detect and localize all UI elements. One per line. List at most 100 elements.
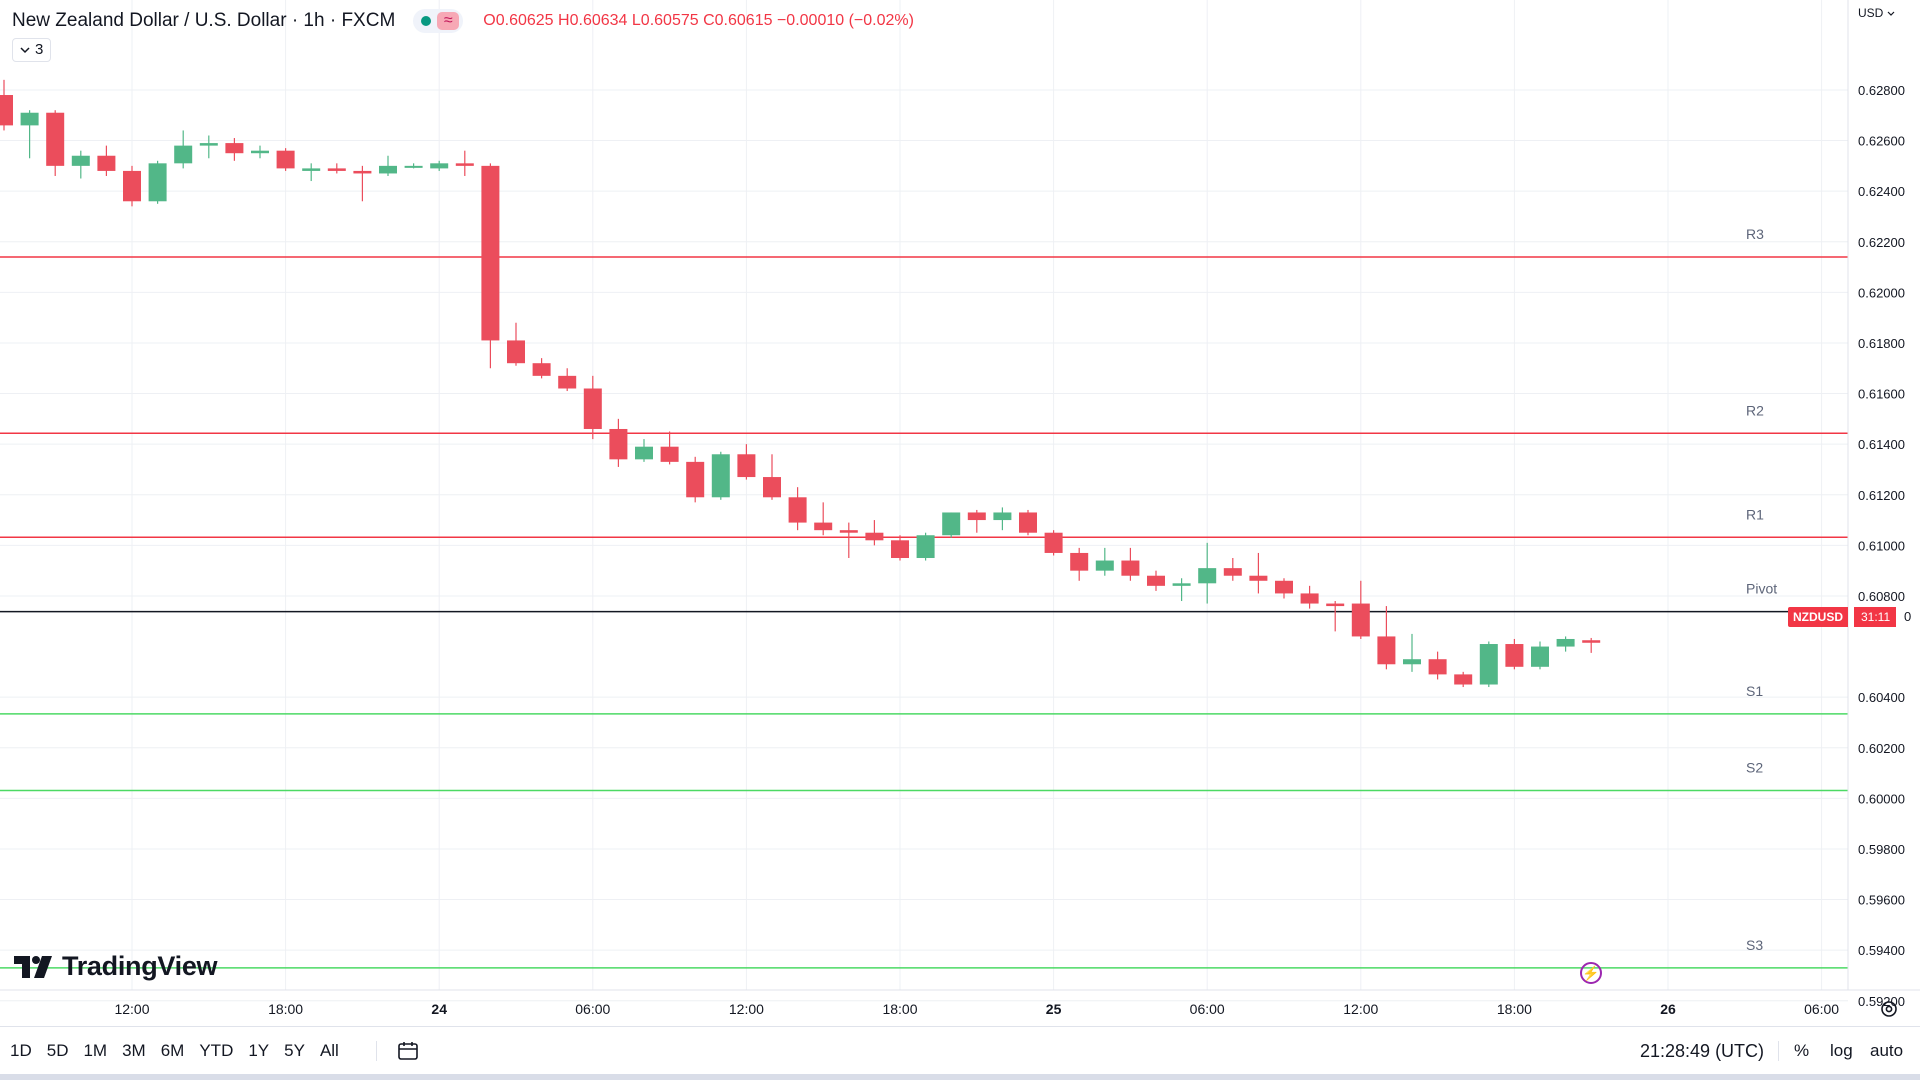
close-label: C: [703, 12, 715, 29]
price-tick-label: 0.60400: [1858, 690, 1905, 705]
candle-body: [353, 170, 372, 174]
level-label-r3: R3: [1746, 226, 1764, 242]
timeframe-list: 1D 5D 1M 3M 6M YTD 1Y 5Y All: [10, 1027, 354, 1075]
level-label-s2: S2: [1746, 760, 1763, 776]
price-tick-label: 0.62400: [1858, 184, 1905, 199]
candle-body: [1070, 552, 1089, 571]
candle-body: [1377, 636, 1396, 665]
change-value: −0.00010 (−0.02%): [776, 12, 914, 29]
currency-selector[interactable]: USD: [1858, 6, 1895, 20]
candle-body: [763, 477, 781, 498]
low-label: L: [631, 12, 641, 29]
price-tick-label: 0.62600: [1858, 134, 1905, 149]
tradingview-logo-icon: [14, 955, 52, 978]
toolbar-divider: [376, 1041, 377, 1061]
candles-layer: [0, 79, 1601, 688]
candle-body: [1198, 568, 1217, 584]
candle-body: [993, 512, 1012, 521]
candle-body: [916, 535, 935, 559]
utc-clock[interactable]: 21:28:49 (UTC): [1640, 1041, 1765, 1061]
candle-body: [1300, 593, 1319, 604]
candle-body: [507, 340, 525, 364]
date-range-icon[interactable]: [396, 1039, 420, 1063]
symbol-price-label: NZDUSD: [1788, 607, 1848, 627]
candle-body: [609, 428, 628, 460]
candle-body: [379, 165, 397, 174]
price-tick-label: 0.59600: [1858, 893, 1905, 908]
settings-gear-icon[interactable]: [1878, 998, 1900, 1020]
percent-scale-toggle[interactable]: %: [1794, 1041, 1810, 1060]
timeframe-button[interactable]: 5D: [46, 1041, 69, 1060]
candle-body: [1326, 603, 1345, 607]
candle-body: [660, 446, 679, 462]
price-tick-label: 0.61800: [1858, 336, 1905, 351]
candle-body: [1095, 560, 1114, 571]
price-tick-label: 0.61400: [1858, 437, 1905, 452]
candle-body: [839, 530, 858, 533]
price-tick-label: 0.61200: [1858, 488, 1905, 503]
indicator-count: 3: [35, 41, 44, 58]
candle-body: [174, 145, 193, 164]
tradingview-logo[interactable]: TradingView: [14, 951, 218, 982]
timeframe-button[interactable]: 5Y: [284, 1041, 305, 1060]
price-tick-label: 0.59800: [1858, 842, 1905, 857]
candle-body: [583, 388, 602, 429]
timeframe-button[interactable]: YTD: [199, 1041, 234, 1060]
auto-scale-toggle[interactable]: auto: [1870, 1041, 1904, 1060]
candle-body: [942, 512, 961, 536]
candle-body: [1582, 640, 1601, 643]
chevron-down-icon: [20, 47, 30, 54]
tradingview-wordmark: TradingView: [62, 951, 218, 981]
symbol-header[interactable]: New Zealand Dollar / U.S. Dollar · 1h · …: [12, 8, 914, 34]
candle-body: [481, 165, 500, 341]
price-tick-label: 0.60000: [1858, 791, 1905, 806]
candle-body: [455, 163, 474, 166]
ohlc-values: O0.60625 H0.60634 L0.60575 C0.60615 −0.0…: [483, 12, 914, 30]
candle-body: [404, 165, 423, 168]
level-label-r1: R1: [1746, 506, 1764, 522]
time-tick-label: 26: [1660, 1001, 1676, 1017]
log-scale-toggle[interactable]: log: [1830, 1041, 1853, 1060]
symbol-title[interactable]: New Zealand Dollar / U.S. Dollar · 1h · …: [12, 10, 396, 31]
price-axis[interactable]: 0.62800 0.62600 0.62400 0.62200 0.62000 0.618…: [1858, 83, 1905, 1009]
candle-body: [635, 446, 653, 460]
market-open-dot-icon: [421, 16, 432, 26]
price-tick-label: 0.62200: [1858, 235, 1905, 250]
timeframe-button[interactable]: 6M: [160, 1041, 185, 1060]
time-tick-label: 25: [1046, 1001, 1062, 1017]
time-axis[interactable]: 12:00 18:00 24 06:00 12:00 18:00 25 06:00 12:00 1…: [114, 1001, 1839, 1017]
timeframe-button[interactable]: 1Y: [248, 1041, 270, 1060]
toolbar-divider: [1778, 1041, 1779, 1061]
lightning-icon[interactable]: ⚡: [1580, 962, 1602, 984]
candle-body: [1147, 575, 1165, 586]
timeframe-button[interactable]: 1M: [83, 1041, 108, 1060]
price-tick-label: 0.59400: [1858, 943, 1905, 958]
candle-body: [430, 163, 449, 169]
candle-body: [1403, 659, 1421, 665]
candle-body: [686, 461, 705, 498]
candle-body: [1454, 674, 1473, 685]
time-tick-label: 12:00: [114, 1001, 149, 1017]
timeframe-button[interactable]: 1D: [10, 1041, 32, 1060]
timeframe-button[interactable]: All: [319, 1041, 339, 1060]
timeframe-button[interactable]: 3M: [122, 1041, 146, 1060]
price-tick-label: 0.61600: [1858, 387, 1905, 402]
indicators-toggle-button[interactable]: 3: [12, 38, 52, 62]
current-price-tail: 0: [1904, 609, 1912, 624]
open-label: O: [483, 12, 496, 29]
time-tick-label: 24: [431, 1001, 447, 1017]
candle-body: [1223, 568, 1242, 576]
market-status[interactable]: ≈: [413, 9, 464, 33]
close-value: 0.60615: [714, 12, 773, 29]
candle-body: [814, 522, 833, 531]
candle-body: [967, 512, 986, 521]
time-tick-label: 06:00: [575, 1001, 610, 1017]
bar-countdown-label: 31:11: [1853, 607, 1897, 627]
candle-body: [276, 150, 295, 169]
time-tick-label: 18:00: [882, 1001, 917, 1017]
low-value: 0.60575: [640, 12, 699, 29]
candle-body: [0, 95, 13, 126]
open-value: 0.60625: [495, 12, 554, 29]
